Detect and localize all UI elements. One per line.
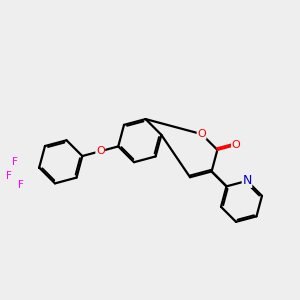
- Text: N: N: [242, 174, 252, 188]
- Text: F: F: [18, 180, 24, 190]
- Text: F: F: [6, 171, 12, 181]
- Text: O: O: [232, 140, 240, 150]
- Text: O: O: [96, 146, 105, 156]
- Text: O: O: [197, 129, 206, 139]
- Text: F: F: [12, 157, 18, 167]
